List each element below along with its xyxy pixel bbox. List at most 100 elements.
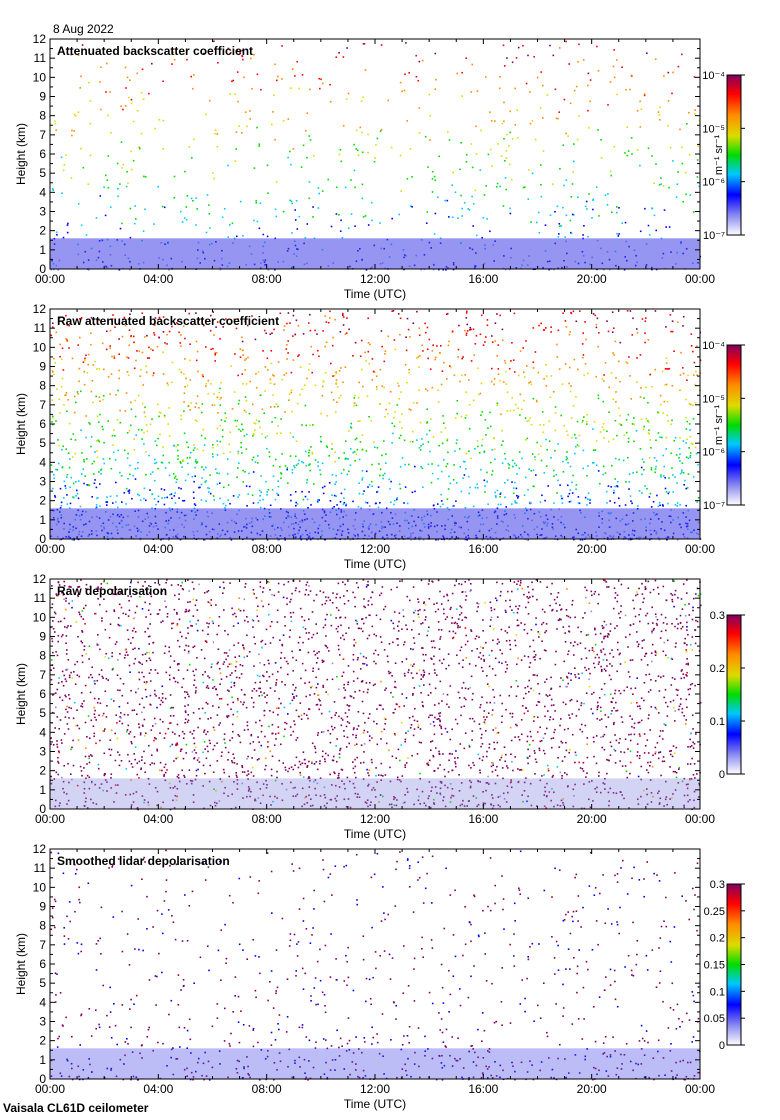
x-tick-label: 16:00 (468, 542, 498, 556)
y-tick-label: 0 (39, 532, 46, 546)
y-tick-label: 1 (39, 243, 46, 257)
colorbar: 0 0.1 0.2 0.3 (710, 610, 745, 781)
y-tick-label: 12 (33, 572, 47, 586)
colorbar-tick-label: 0.1 (710, 986, 725, 998)
date-label: 8 Aug 2022 (53, 22, 114, 36)
colorbar-tick-label: 0.3 (710, 610, 725, 622)
colorbar-tick-label: 0.1 (710, 716, 725, 728)
plot-area (50, 39, 700, 269)
y-tick-label: 0 (39, 802, 46, 816)
boundary-layer-band (50, 1048, 700, 1079)
x-tick-label: 20:00 (577, 542, 607, 556)
colorbar-tick-label: 10⁻⁵ (702, 123, 725, 135)
colorbar-tick-label: 0.15 (704, 960, 725, 972)
boundary-layer-band (50, 238, 700, 269)
colorbar-tick-label: 0 (719, 1040, 725, 1052)
x-tick-label: 20:00 (577, 272, 607, 286)
y-tick-label: 12 (33, 32, 47, 46)
y-tick-label: 6 (39, 417, 46, 431)
colorbar-tick-label: 0.25 (704, 906, 725, 918)
colorbar-tick-label: 10⁻⁴ (702, 70, 725, 82)
x-tick-label: 00:00 (685, 1082, 715, 1096)
y-tick-label: 7 (39, 398, 46, 412)
y-tick-label: 0 (39, 262, 46, 276)
y-axis-label: Height (km) (14, 123, 28, 185)
y-tick-label: 10 (33, 880, 47, 894)
y-tick-label: 3 (39, 475, 46, 489)
y-tick-label: 9 (39, 360, 46, 374)
y-tick-label: 2 (39, 224, 46, 238)
instrument-label: Vaisala CL61D ceilometer (3, 1101, 149, 1115)
y-tick-label: 2 (39, 494, 46, 508)
y-tick-label: 4 (39, 185, 46, 199)
panel-title: Attenuated backscatter coefficient (57, 44, 253, 58)
plot-area (50, 849, 700, 1079)
y-tick-label: 7 (39, 128, 46, 142)
x-tick-label: 08:00 (252, 812, 282, 826)
y-axis-label: Height (km) (14, 663, 28, 725)
y-tick-label: 8 (39, 379, 46, 393)
y-tick-label: 0 (39, 1072, 46, 1086)
x-tick-label: 08:00 (252, 272, 282, 286)
y-tick-label: 6 (39, 957, 46, 971)
y-tick-label: 8 (39, 919, 46, 933)
colorbar-scale (726, 614, 742, 775)
colorbar-tick-label: 0 (719, 769, 725, 781)
y-tick-label: 12 (33, 302, 47, 316)
x-tick-label: 04:00 (143, 272, 173, 286)
y-tick-label: 3 (39, 1015, 46, 1029)
field-texture (50, 579, 702, 811)
x-axis: 00:00 04:00 08:00 12:00 16:00 20:00 00:00 Time … (35, 849, 715, 1111)
y-axis-label: Height (km) (14, 393, 28, 455)
x-tick-label: 04:00 (143, 812, 173, 826)
y-tick-label: 11 (34, 591, 47, 605)
y-tick-label: 5 (39, 976, 46, 990)
y-tick-label: 10 (33, 610, 47, 624)
y-tick-label: 11 (34, 861, 47, 875)
colorbar-tick-label: 10⁻⁷ (703, 230, 725, 242)
y-tick-label: 1 (39, 513, 46, 527)
colorbar-tick-label: 0.3 (710, 879, 725, 891)
x-tick-label: 00:00 (685, 272, 715, 286)
x-tick-label: 00:00 (685, 542, 715, 556)
colorbar-tick-label: 10⁻⁶ (702, 177, 725, 189)
y-tick-label: 2 (39, 764, 46, 778)
y-tick-label: 1 (39, 783, 46, 797)
field-texture (50, 849, 701, 1081)
panel-title: Raw depolarisation (57, 584, 167, 598)
y-tick-label: 5 (39, 706, 46, 720)
boundary-layer-band (50, 508, 700, 539)
x-tick-label: 04:00 (143, 542, 173, 556)
x-tick-label: 12:00 (360, 272, 390, 286)
panel-title: Smoothed lidar depolarisation (57, 854, 230, 868)
x-tick-label: 12:00 (360, 1082, 390, 1096)
y-tick-label: 5 (39, 436, 46, 450)
plot-area (50, 579, 700, 809)
x-tick-label: 04:00 (143, 1082, 173, 1096)
x-tick-label: 00:00 (35, 542, 65, 556)
y-tick-label: 4 (39, 995, 46, 1009)
colorbar: 10⁻⁷ 10⁻⁶ 10⁻⁵ 10⁻⁴ m⁻¹ sr⁻¹ (702, 70, 745, 242)
y-tick-label: 4 (39, 455, 46, 469)
y-tick-label: 7 (39, 938, 46, 952)
x-axis-label: Time (UTC) (344, 557, 406, 571)
x-tick-label: 16:00 (468, 1082, 498, 1096)
plot-area (50, 309, 700, 539)
x-tick-label: 08:00 (252, 1082, 282, 1096)
colorbar-tick-label: 10⁻⁶ (702, 447, 725, 459)
y-tick-label: 2 (39, 1034, 46, 1048)
y-tick-label: 11 (34, 321, 47, 335)
y-tick-label: 9 (39, 900, 46, 914)
colorbar-scale (726, 883, 742, 1046)
colorbar-tick-label: 10⁻⁴ (702, 340, 725, 352)
x-axis-label: Time (UTC) (344, 827, 406, 841)
y-tick-label: 10 (33, 340, 47, 354)
x-tick-label: 12:00 (360, 812, 390, 826)
